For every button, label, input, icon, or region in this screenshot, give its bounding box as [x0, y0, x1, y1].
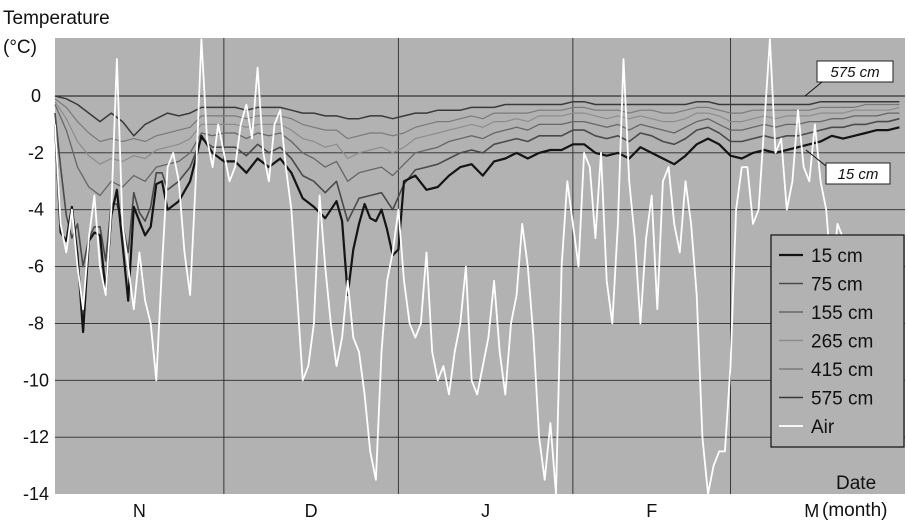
- annotation-575cm-text: 575 cm: [830, 64, 879, 81]
- series-line-415cm: [54, 98, 900, 143]
- x-axis-title-line2: (month): [822, 500, 887, 521]
- legend: 15 cm 75 cm 155 cm 265 cm 415 cm 575 cm Air: [770, 234, 905, 448]
- y-tick-label: -6: [28, 257, 44, 277]
- y-tick-label: 0: [31, 86, 41, 106]
- x-tick-label-F: F: [646, 501, 657, 521]
- y-axis-title-line2: (°C): [3, 37, 37, 58]
- legend-label-15cm: 15 cm: [811, 246, 863, 267]
- annotation-575cm: 575 cm: [804, 60, 894, 97]
- x-tick-label-N: N: [133, 501, 146, 521]
- annotation-15cm-text: 15 cm: [838, 166, 879, 183]
- series-layer: [53, 38, 900, 495]
- y-tick-label: -4: [28, 200, 44, 220]
- y-tick-label: -2: [28, 143, 44, 163]
- series-line-155cm: [54, 104, 900, 197]
- series-line-265cm: [54, 101, 900, 165]
- series-line-75cm: [54, 113, 900, 268]
- legend-label-air: Air: [811, 417, 835, 438]
- legend-label-415cm: 415 cm: [811, 360, 873, 381]
- annotation-15cm-pointer: [805, 149, 827, 167]
- legend-label-265cm: 265 cm: [811, 332, 873, 353]
- annotation-15cm-box: [825, 162, 891, 185]
- x-tick-label-M: M: [804, 501, 819, 521]
- legend-label-155cm: 155 cm: [811, 303, 873, 324]
- plot-background: [55, 38, 905, 494]
- annotation-575cm-box: [816, 60, 894, 83]
- x-tick-label-D: D: [305, 501, 318, 521]
- y-tick-labels: 0 -2 -4 -6 -8 -10 -12 -14: [23, 86, 49, 504]
- y-tick-label: -10: [23, 370, 49, 390]
- annotation-575cm-pointer: [804, 81, 823, 97]
- legend-label-575cm: 575 cm: [811, 389, 873, 410]
- y-tick-label: -12: [23, 427, 49, 447]
- annotation-15cm: 15 cm: [805, 149, 891, 185]
- y-tick-label: -14: [23, 484, 49, 504]
- y-axis-title-line1: Temperature: [3, 8, 110, 29]
- legend-label-75cm: 75 cm: [811, 275, 863, 296]
- series-line-15cm: [53, 124, 900, 334]
- series-line-575cm: [54, 95, 900, 137]
- y-tick-label: -8: [28, 313, 44, 333]
- x-axis-title-line1: Date: [836, 473, 876, 494]
- x-tick-label-J: J: [481, 501, 490, 521]
- series-line-air: [54, 38, 844, 495]
